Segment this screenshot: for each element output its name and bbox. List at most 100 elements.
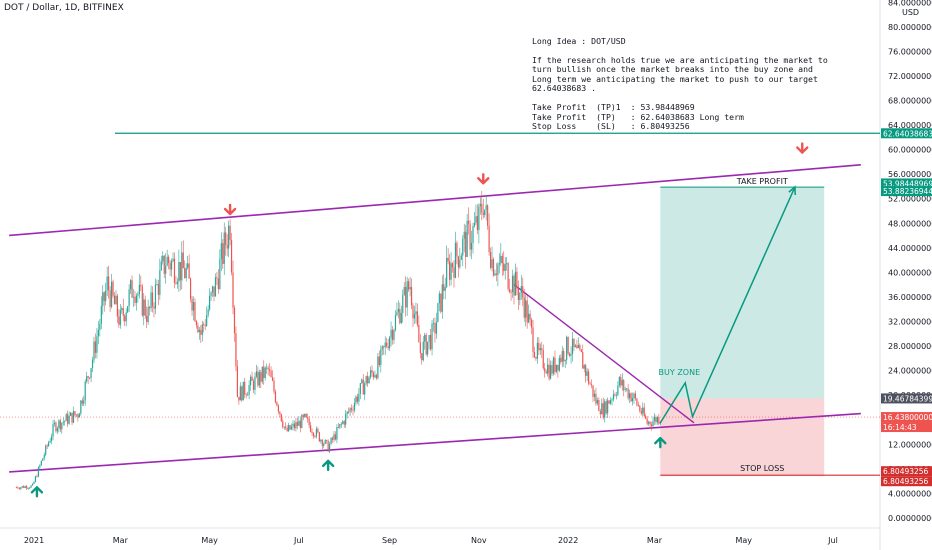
candle-body <box>608 400 610 404</box>
candle-body <box>361 379 363 384</box>
candle-body <box>216 277 218 279</box>
candle-body <box>468 220 470 224</box>
candle-body <box>427 341 429 355</box>
candle-body <box>568 353 571 356</box>
candle-body <box>105 290 107 302</box>
candle-body <box>358 393 360 402</box>
candle-body <box>372 372 375 378</box>
candle-body <box>535 357 537 359</box>
candle-body <box>544 368 546 372</box>
candle-body <box>513 275 515 296</box>
candle-body <box>296 422 299 426</box>
candle-body <box>429 334 432 350</box>
candle-body <box>561 351 563 363</box>
candle-body <box>353 402 356 411</box>
candle-body <box>257 371 259 386</box>
candle-body <box>485 205 487 210</box>
candle-body <box>100 305 102 324</box>
candle-body <box>415 311 417 315</box>
candle-body <box>149 307 151 309</box>
candle-body <box>481 203 483 213</box>
candle-body <box>446 257 448 288</box>
candle-body <box>279 411 281 414</box>
candle-body <box>409 287 411 290</box>
candle-body <box>254 376 256 390</box>
candle-body <box>282 421 284 428</box>
candle-body <box>223 232 225 264</box>
candle-body <box>165 265 167 274</box>
candle-body <box>447 257 449 262</box>
candle-body <box>545 371 547 374</box>
candle-body <box>645 416 647 419</box>
candle-body <box>67 414 69 424</box>
candle-body <box>302 415 304 417</box>
candle-body <box>24 486 26 488</box>
candle-body <box>27 488 29 489</box>
candle-body <box>596 399 598 404</box>
candle-body <box>331 437 334 440</box>
candle-body <box>653 417 656 422</box>
y-tick-label: 84.00000000 <box>888 0 932 7</box>
candle-body <box>422 341 424 361</box>
candle-body <box>564 359 566 362</box>
candle-body <box>311 431 313 433</box>
candle-body <box>558 357 560 371</box>
candle-body <box>541 348 543 350</box>
candle-body <box>189 278 192 299</box>
candle-body <box>570 354 572 356</box>
candle-body <box>441 284 443 312</box>
candle-body <box>93 341 95 360</box>
candle-body <box>121 308 123 311</box>
candle-body <box>247 394 249 396</box>
candle-body <box>233 307 236 334</box>
candle-body <box>478 206 480 231</box>
price-tag <box>881 186 932 197</box>
buy-zone-label: BUY ZONE <box>659 368 701 377</box>
candle-body <box>387 346 389 349</box>
candle-body <box>424 334 426 342</box>
candle-body <box>659 422 661 424</box>
candle-body <box>170 261 173 270</box>
candle-body <box>443 284 445 291</box>
candle-body <box>371 370 373 373</box>
candle-body <box>181 252 183 281</box>
candle-body <box>274 391 277 403</box>
x-tick-label: Mar <box>647 536 663 545</box>
candle-body <box>549 365 552 379</box>
candle-body <box>320 439 322 442</box>
candle-body <box>61 422 63 430</box>
up-arrow-icon <box>654 436 667 449</box>
candle-body <box>106 276 108 291</box>
candle-body <box>58 420 60 429</box>
candle-body <box>119 310 121 325</box>
candle-body <box>492 259 495 276</box>
candle-body <box>627 388 629 399</box>
candle-body <box>29 487 31 489</box>
candle-body <box>146 315 148 323</box>
candle-body <box>345 414 347 425</box>
candle-body <box>631 398 634 402</box>
candle-body <box>601 403 603 415</box>
candle-body <box>599 411 601 415</box>
candle-body <box>62 421 64 423</box>
candle-body <box>286 427 288 432</box>
candle-body <box>39 465 41 468</box>
candle-body <box>206 315 208 326</box>
candle-body <box>90 368 92 379</box>
candle-body <box>454 242 457 278</box>
candle-body <box>536 342 538 359</box>
candle-body <box>52 424 54 437</box>
candle-body <box>595 393 597 404</box>
y-tick-label: 32.00000000 <box>888 318 932 327</box>
x-tick-label: Jul <box>293 536 304 545</box>
candle-body <box>472 226 474 243</box>
candle-body <box>381 346 383 350</box>
candle-body <box>342 421 344 424</box>
candle-body <box>65 414 67 421</box>
candle-body <box>188 263 190 279</box>
candle-body <box>655 417 657 423</box>
candle-body <box>299 420 301 428</box>
candle-body <box>640 411 642 414</box>
candle-body <box>586 371 588 376</box>
